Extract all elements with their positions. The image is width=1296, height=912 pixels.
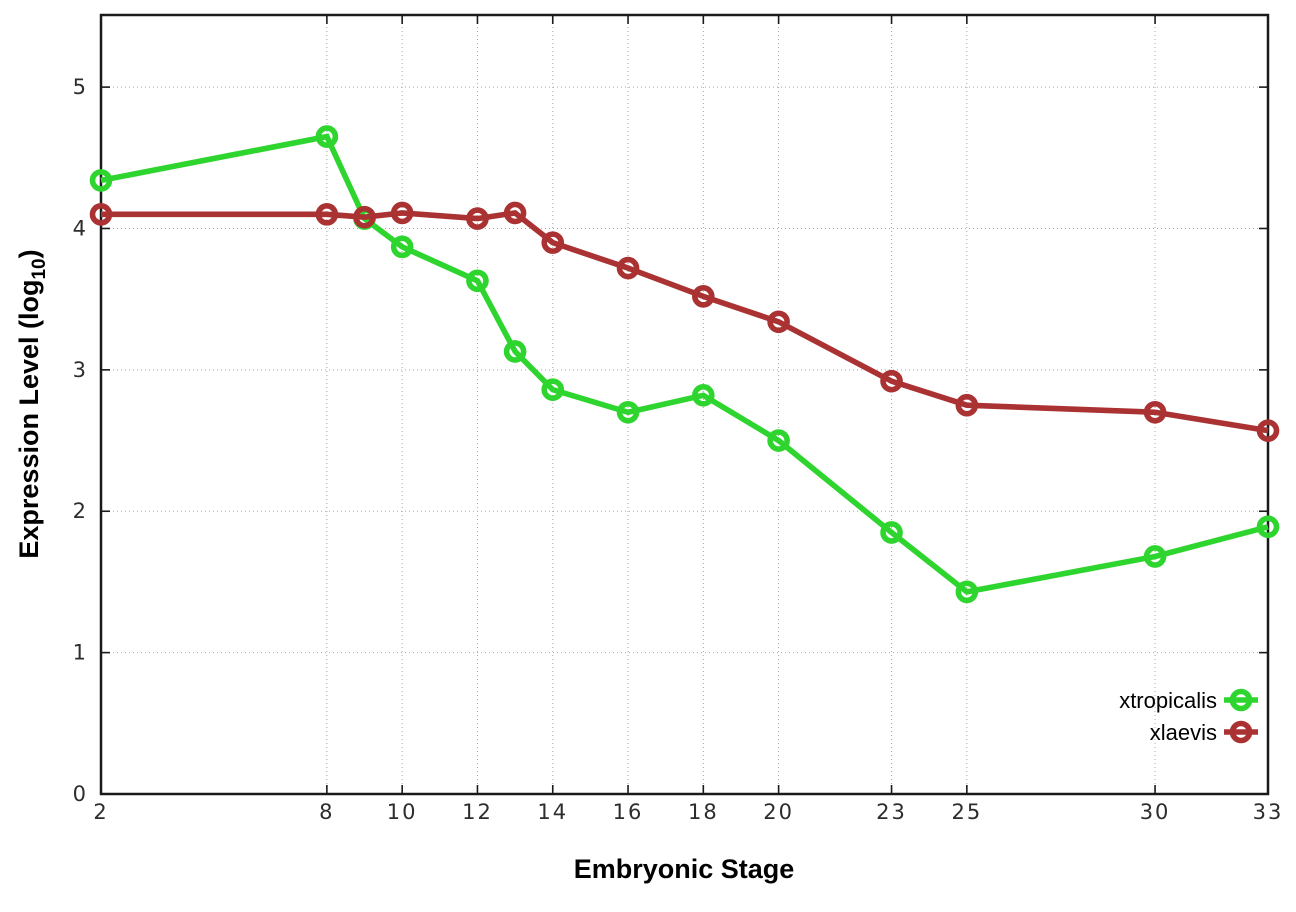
y-tick-label: 2 <box>73 499 88 523</box>
legend-sample-marker-xtropicalis <box>1229 688 1253 712</box>
data-point-xtropicalis <box>390 235 414 259</box>
legend-sample-marker-xlaevis <box>1229 720 1253 744</box>
grid-lines <box>101 15 1268 794</box>
data-point-xtropicalis <box>692 384 715 407</box>
data-point-xlaevis <box>880 369 903 393</box>
data-point-xlaevis <box>955 393 979 417</box>
data-series <box>89 125 1280 604</box>
x-axis-label: Embryonic Stage <box>574 854 795 884</box>
data-point-xlaevis <box>1256 419 1280 442</box>
data-point-xtropicalis <box>315 125 339 148</box>
data-point-xtropicalis <box>616 400 640 424</box>
y-axis-label: Expression Level (log10) <box>14 249 50 558</box>
data-point-xlaevis <box>767 310 790 334</box>
y-tick-label: 0 <box>73 782 88 806</box>
axis-labels: Embryonic Stage Expression Level (log10) <box>14 249 794 884</box>
x-tick-label: 2 <box>93 800 108 824</box>
data-point-xtropicalis <box>466 269 489 293</box>
x-tick-label: 20 <box>763 800 794 824</box>
x-tick-label: 14 <box>537 800 568 824</box>
data-point-xlaevis <box>616 256 640 280</box>
y-tick-label: 1 <box>73 641 88 665</box>
x-tick-label: 25 <box>951 800 982 824</box>
data-point-xlaevis <box>390 201 414 225</box>
plot-border <box>99 13 1270 796</box>
x-tick-label: 12 <box>462 800 493 824</box>
legend: xtropicalis xlaevis <box>1119 688 1258 745</box>
x-tick-label: 8 <box>319 800 334 824</box>
axis-ticks <box>100 15 1269 795</box>
plot-frame <box>99 13 1270 796</box>
data-point-xtropicalis <box>541 378 565 401</box>
data-point-xtropicalis <box>89 169 113 192</box>
x-tick-label: 33 <box>1253 800 1284 824</box>
data-point-xlaevis <box>692 285 715 308</box>
x-tick-label: 18 <box>688 800 719 824</box>
data-point-xlaevis <box>315 203 339 226</box>
data-point-xlaevis <box>1143 400 1167 424</box>
y-tick-label: 5 <box>73 75 88 99</box>
legend-item-xlaevis: xlaevis <box>1150 720 1258 745</box>
data-point-xlaevis <box>466 207 489 230</box>
data-point-xtropicalis <box>880 521 903 544</box>
x-tick-label: 16 <box>613 800 644 824</box>
legend-label-xlaevis: xlaevis <box>1150 720 1217 745</box>
y-tick-label: 3 <box>73 358 88 382</box>
data-point-xtropicalis <box>503 340 527 363</box>
data-point-xtropicalis <box>1143 545 1167 568</box>
x-tick-label: 30 <box>1140 800 1171 824</box>
data-point-xtropicalis <box>955 580 979 604</box>
data-point-xtropicalis <box>767 429 790 452</box>
x-tick-label: 23 <box>876 800 907 824</box>
x-tick-label: 10 <box>387 800 418 824</box>
legend-item-xtropicalis: xtropicalis <box>1119 688 1258 713</box>
series-xlaevis <box>89 201 1280 442</box>
data-point-xlaevis <box>353 205 376 229</box>
data-point-xtropicalis <box>1256 515 1280 539</box>
data-point-xlaevis <box>503 201 527 225</box>
y-tick-label: 4 <box>73 216 88 240</box>
data-point-xlaevis <box>541 231 565 254</box>
legend-label-xtropicalis: xtropicalis <box>1119 688 1217 713</box>
data-point-xlaevis <box>89 203 113 226</box>
